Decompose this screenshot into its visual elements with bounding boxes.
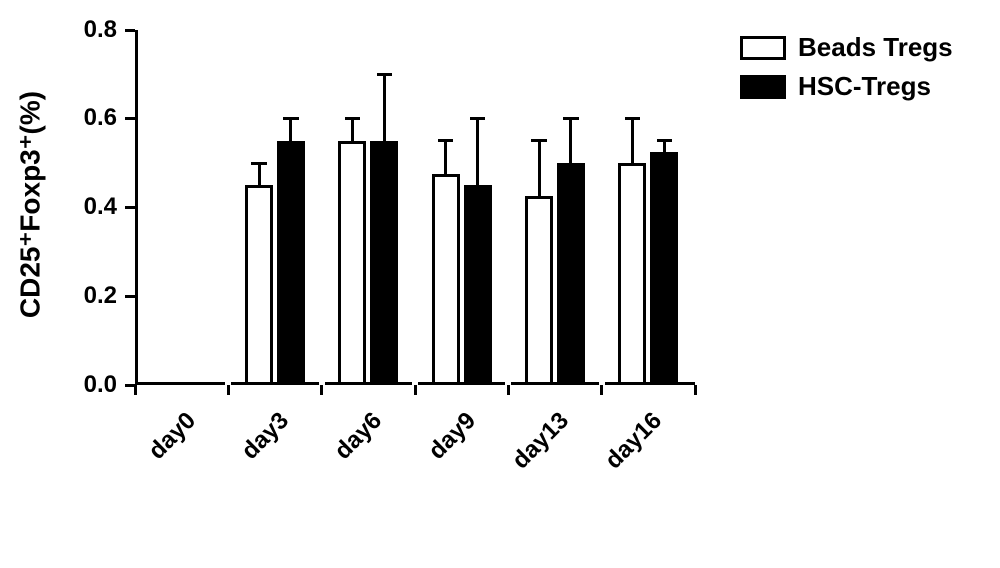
errorbar-stem <box>258 163 261 185</box>
bar-beads <box>245 185 273 385</box>
y-tick-label: 0.0 <box>57 371 117 399</box>
errorbar-stem <box>444 141 447 174</box>
legend-swatch <box>740 75 786 99</box>
errorbar-cap <box>345 117 360 120</box>
errorbar-stem <box>538 141 541 196</box>
y-tick <box>125 29 135 32</box>
bar-beads <box>525 196 553 385</box>
plot-area: 0.00.20.40.60.8day0day3day6day9day13day1… <box>135 30 695 385</box>
errorbar-stem <box>476 119 479 186</box>
x-tick <box>694 385 697 395</box>
errorbar-cap <box>563 117 578 120</box>
x-tick <box>600 385 603 395</box>
errorbar-stem <box>351 119 354 141</box>
y-axis-line <box>135 30 138 385</box>
errorbar-stem <box>631 119 634 163</box>
bar-hsc <box>370 141 398 385</box>
bar-hsc <box>464 185 492 385</box>
y-axis-title: CD25⁺Foxp3⁺(%) <box>14 14 47 394</box>
errorbar-cap <box>531 139 546 142</box>
y-tick <box>125 117 135 120</box>
x-tick <box>507 385 510 395</box>
errorbar-cap <box>625 117 640 120</box>
bar-beads <box>618 163 646 385</box>
bar-beads <box>432 174 460 385</box>
x-tick <box>414 385 417 395</box>
x-tick <box>134 385 137 395</box>
y-tick <box>125 206 135 209</box>
x-tick <box>320 385 323 395</box>
y-tick-label: 0.4 <box>57 193 117 221</box>
legend-swatch <box>740 36 786 60</box>
errorbar-cap <box>438 139 453 142</box>
legend: Beads Tregs HSC-Tregs <box>740 32 953 110</box>
errorbar-cap <box>251 162 266 165</box>
y-tick-label: 0.6 <box>57 104 117 132</box>
bar-beads <box>338 141 366 385</box>
bar-hsc <box>277 141 305 385</box>
errorbar-cap <box>283 117 298 120</box>
legend-item: Beads Tregs <box>740 32 953 63</box>
errorbar-stem <box>383 74 386 141</box>
errorbar-stem <box>569 119 572 163</box>
legend-label: HSC-Tregs <box>798 71 931 102</box>
y-tick <box>125 295 135 298</box>
x-tick <box>227 385 230 395</box>
errorbar-stem <box>289 119 292 141</box>
errorbar-cap <box>377 73 392 76</box>
errorbar-cap <box>657 139 672 142</box>
legend-label: Beads Tregs <box>798 32 953 63</box>
errorbar-cap <box>470 117 485 120</box>
bar-hsc <box>650 152 678 385</box>
y-tick-label: 0.2 <box>57 282 117 310</box>
x-axis-seg <box>135 382 225 385</box>
bar-hsc <box>557 163 585 385</box>
y-tick-label: 0.8 <box>57 16 117 44</box>
errorbar-stem <box>663 141 666 152</box>
legend-item: HSC-Tregs <box>740 71 953 102</box>
